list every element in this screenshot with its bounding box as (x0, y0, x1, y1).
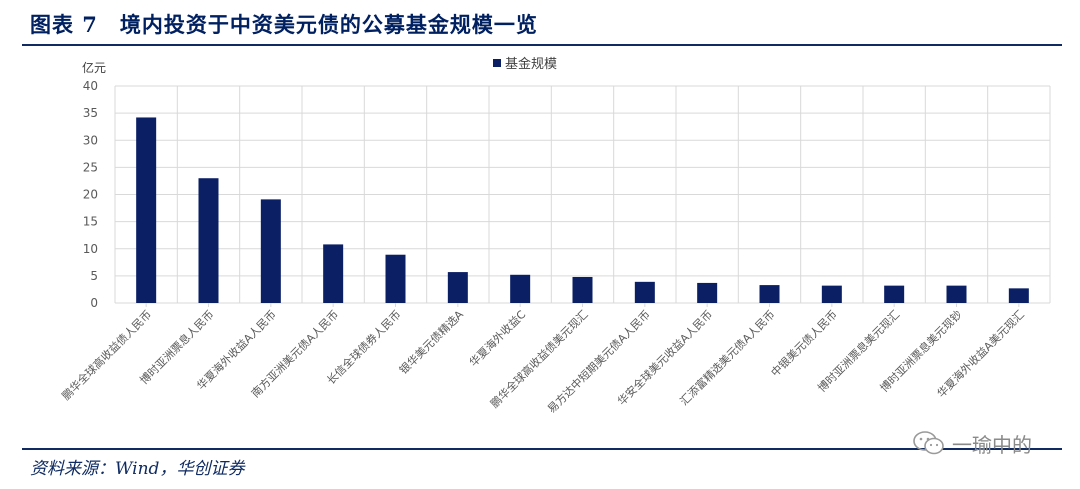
legend: 基金规模 (493, 56, 557, 72)
y-tick-label: 15 (83, 215, 98, 229)
bar (136, 117, 157, 303)
bar (385, 254, 406, 303)
footer-rule (22, 448, 1062, 450)
category-label: 中银美元债人民币 (768, 307, 840, 379)
category-label: 华夏海外收益C (466, 307, 528, 369)
bar (946, 285, 967, 303)
x-axis-ticks (145, 303, 1020, 307)
y-tick-label: 0 (90, 296, 98, 310)
category-label: 鹏华全球高收益债美元现汇 (487, 307, 590, 410)
bar (634, 281, 655, 303)
bar-chart: 0 5 10 15 20 25 30 35 40 鹏华全球高收益债人民币博时亚洲票息人民币华夏海… (59, 56, 1051, 416)
bar (323, 244, 344, 303)
category-labels: 鹏华全球高收益债人民币博时亚洲票息人民币华夏海外收益A人民币南方亚洲美元债A人民… (59, 307, 1027, 416)
y-tick-label: 20 (83, 188, 98, 202)
legend-label: 基金规模 (505, 56, 557, 72)
wechat-icon (913, 431, 944, 455)
legend-swatch (493, 59, 501, 67)
watermark-text: 一瑜中的 (952, 432, 1032, 457)
source-note: 资料来源：Wind，华创证券 (30, 459, 245, 479)
category-label: 易方达中短期美元债A人民币 (544, 307, 653, 416)
header-rule (22, 44, 1062, 46)
y-tick-label: 35 (83, 106, 98, 120)
y-axis-unit: 亿元 (82, 60, 106, 75)
bar (260, 199, 281, 303)
bar (884, 285, 905, 303)
bar (697, 282, 718, 303)
bar (821, 285, 842, 303)
watermark: 一瑜中的 (912, 428, 1032, 458)
figure-header: 图表 7 境内投资于中资美元债的公募基金规模一览 (0, 0, 1080, 46)
bar (1008, 288, 1029, 303)
y-tick-label: 30 (83, 133, 98, 147)
category-label: 银华美元债精选A (396, 307, 466, 377)
bar (198, 178, 219, 303)
figure-title: 图表 7 境内投资于中资美元债的公募基金规模一览 (30, 12, 538, 37)
bar (572, 276, 593, 303)
bar (447, 272, 468, 303)
gridlines (114, 85, 1051, 304)
bar (510, 274, 531, 303)
category-label: 鹏华全球高收益债人民币 (59, 307, 154, 402)
y-tick-label: 10 (83, 242, 98, 256)
y-tick-label: 40 (83, 79, 98, 93)
y-tick-label: 5 (90, 269, 98, 283)
bar (759, 285, 780, 303)
y-axis-ticks: 0 5 10 15 20 25 30 35 40 (83, 79, 98, 310)
y-tick-label: 25 (83, 160, 98, 174)
bars (136, 117, 1029, 303)
